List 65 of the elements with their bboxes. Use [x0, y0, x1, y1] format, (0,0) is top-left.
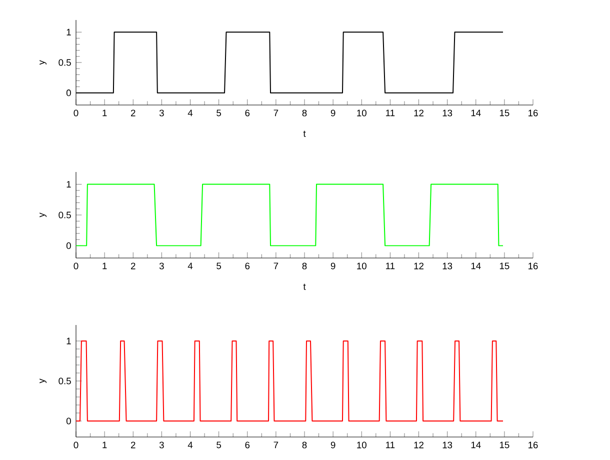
x-tick-label: 14 — [471, 262, 481, 270]
y-tick-label: 0.5 — [58, 212, 71, 218]
x-tick-label: 0 — [74, 262, 78, 270]
x-tick-label: 12 — [414, 262, 424, 270]
x-axis-title: t — [303, 284, 306, 290]
x-tick-label: 3 — [159, 110, 164, 116]
y-axis-title: y — [40, 378, 47, 384]
x-tick-label: 0 — [74, 442, 78, 448]
x-tick-label: 15 — [500, 262, 510, 270]
x-tick-label: 0 — [74, 110, 78, 116]
x-tick-label: 16 — [528, 442, 538, 448]
y-tick-label: 1 — [66, 181, 71, 188]
x-tick-label: 3 — [159, 442, 164, 448]
x-tick-label: 1 — [102, 442, 107, 448]
x-tick-label: 12 — [414, 442, 424, 448]
x-tick-label: 1 — [102, 110, 107, 116]
y-tick-label: 0 — [66, 418, 71, 424]
x-tick-label: 10 — [357, 442, 366, 448]
x-tick-label: 9 — [330, 442, 336, 448]
y-tick-label: 1 — [66, 338, 71, 344]
x-tick-label: 15 — [500, 110, 510, 116]
x-axis-title: t — [303, 130, 306, 137]
x-tick-label: 9 — [330, 262, 336, 270]
y-axis-title: y — [40, 212, 47, 218]
x-tick-label: 4 — [188, 262, 193, 270]
x-tick-label: 4 — [188, 110, 193, 116]
x-tick-label: 8 — [302, 442, 307, 448]
x-tick-label: 10 — [357, 262, 366, 270]
x-tick-label: 15 — [500, 442, 510, 448]
y-tick-label: 0.5 — [58, 378, 71, 384]
x-tick-label: 6 — [245, 110, 250, 116]
x-tick-label: 2 — [130, 110, 136, 116]
x-tick-label: 13 — [442, 442, 452, 448]
x-tick-label: 14 — [471, 110, 481, 116]
x-tick-label: 13 — [442, 262, 452, 270]
x-tick-label: 6 — [245, 262, 250, 270]
y-axis-title: y — [40, 60, 47, 65]
x-tick-label: 12 — [414, 110, 424, 116]
x-tick-label: 4 — [188, 442, 193, 448]
x-tick-label: 16 — [528, 110, 538, 116]
x-tick-label: 11 — [386, 262, 395, 270]
x-tick-label: 7 — [274, 110, 278, 116]
x-tick-label: 16 — [528, 262, 538, 270]
x-tick-label: 11 — [386, 110, 395, 116]
x-tick-label: 8 — [302, 110, 307, 116]
x-tick-label: 6 — [245, 442, 250, 448]
x-tick-label: 3 — [159, 262, 164, 270]
x-tick-label: 9 — [330, 110, 336, 116]
x-tick-label: 1 — [102, 262, 107, 270]
x-tick-label: 8 — [302, 262, 307, 270]
x-tick-label: 7 — [274, 262, 278, 270]
y-tick-label: 0 — [66, 90, 71, 96]
x-tick-label: 5 — [216, 442, 222, 448]
x-tick-label: 5 — [216, 262, 222, 270]
x-tick-label: 2 — [130, 262, 136, 270]
y-tick-label: 1 — [66, 28, 71, 36]
x-tick-label: 10 — [357, 110, 366, 116]
x-tick-label: 5 — [216, 110, 222, 116]
y-tick-label: 0.5 — [58, 59, 71, 66]
x-tick-label: 11 — [386, 442, 395, 448]
x-tick-label: 13 — [442, 110, 452, 116]
x-tick-label: 14 — [471, 442, 481, 448]
x-tick-label: 7 — [274, 442, 278, 448]
y-tick-label: 0 — [66, 242, 71, 249]
x-tick-label: 2 — [130, 442, 136, 448]
